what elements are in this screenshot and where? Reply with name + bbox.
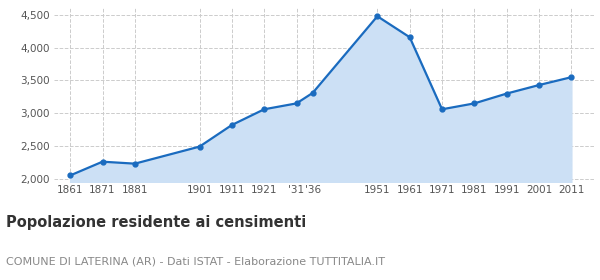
Text: COMUNE DI LATERINA (AR) - Dati ISTAT - Elaborazione TUTTITALIA.IT: COMUNE DI LATERINA (AR) - Dati ISTAT - E… (6, 256, 385, 266)
Text: Popolazione residente ai censimenti: Popolazione residente ai censimenti (6, 214, 306, 230)
